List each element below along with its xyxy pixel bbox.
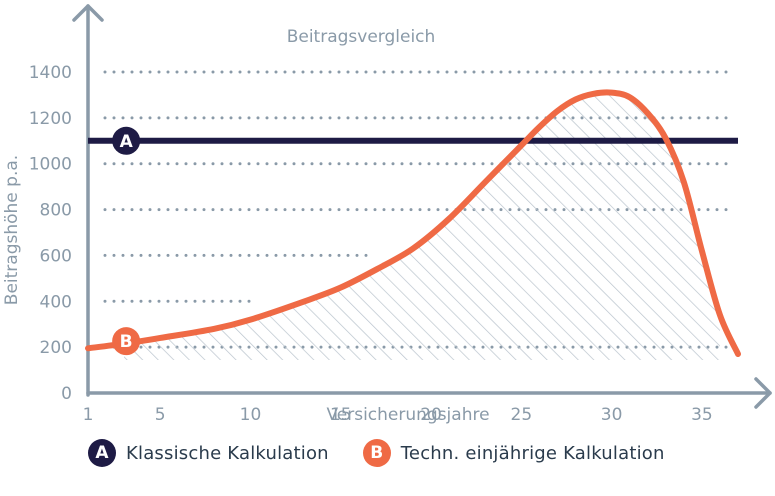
svg-text:B: B xyxy=(120,332,133,352)
legend-item-a: A Klassische Kalkulation xyxy=(88,439,329,467)
y-tick-label: 1400 xyxy=(29,63,72,83)
chart-title: Beitragsvergleich xyxy=(287,27,436,47)
x-tick-label: 35 xyxy=(691,405,713,425)
y-tick-label: 0 xyxy=(61,384,72,404)
hatched-area xyxy=(124,92,720,360)
legend-item-b: B Techn. einjährige Kalkulation xyxy=(362,439,665,467)
x-tick-label: 20 xyxy=(420,405,442,425)
x-tick-label: 25 xyxy=(511,405,533,425)
y-tick-label: 600 xyxy=(40,246,72,266)
y-tick-label: 400 xyxy=(40,292,72,312)
legend-badge-b: B xyxy=(362,439,391,467)
legend: A Klassische Kalkulation B Techn. einjäh… xyxy=(88,436,699,470)
x-tick-label: 10 xyxy=(240,405,262,425)
series-b-marker: B xyxy=(112,327,141,356)
y-tick-label: 800 xyxy=(40,201,72,221)
x-tick-label: 30 xyxy=(601,405,623,425)
series-a-marker: A xyxy=(112,126,141,155)
x-axis-label: Versicherungsjahre xyxy=(326,405,489,425)
series: AB xyxy=(85,89,741,358)
series-b-line xyxy=(85,89,741,358)
x-tick-label: 1 xyxy=(83,405,94,425)
x-tick-label: 5 xyxy=(155,405,166,425)
legend-label-a: Klassische Kalkulation xyxy=(126,442,329,464)
legend-badge-a: A xyxy=(88,439,116,467)
y-tick-label: 200 xyxy=(40,338,72,358)
legend-label-b: Techn. einjährige Kalkulation xyxy=(400,442,665,464)
y-axis-arrow xyxy=(72,4,104,22)
svg-text:A: A xyxy=(120,132,134,152)
x-tick-label: 15 xyxy=(330,405,352,425)
x-axis-arrow xyxy=(754,377,772,409)
y-axis-label: Beitragshöhe p.a. xyxy=(2,155,22,305)
y-tick-label: 1200 xyxy=(29,109,72,129)
axes xyxy=(72,4,772,409)
y-tick-label: 1000 xyxy=(29,155,72,175)
